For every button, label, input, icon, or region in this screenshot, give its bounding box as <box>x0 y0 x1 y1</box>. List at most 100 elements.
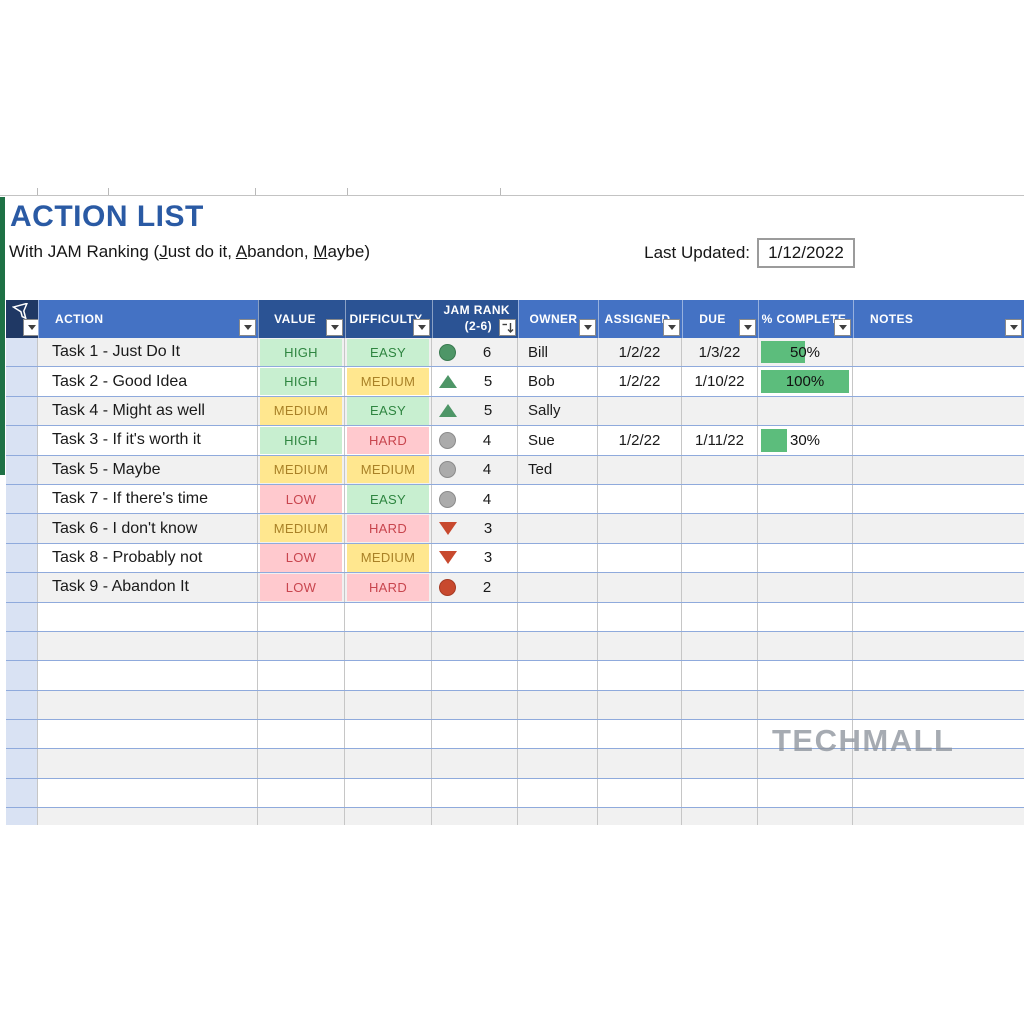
owner-cell[interactable] <box>518 778 598 808</box>
notes-cell[interactable] <box>853 514 1024 542</box>
notes-cell[interactable] <box>853 808 1024 825</box>
row-margin-cell[interactable] <box>6 367 38 396</box>
action-cell[interactable]: Task 7 - If there's time <box>38 484 258 514</box>
pct-complete-cell[interactable] <box>758 749 853 778</box>
due-cell[interactable]: 1/11/22 <box>682 426 758 455</box>
pct-complete-cell[interactable] <box>758 631 853 661</box>
value-cell[interactable]: LOW <box>258 543 345 573</box>
owner-cell[interactable] <box>518 543 598 573</box>
action-cell[interactable]: Task 3 - If it's worth it <box>38 426 258 455</box>
difficulty-cell[interactable] <box>345 661 432 690</box>
notes-cell[interactable] <box>853 397 1024 425</box>
assigned-cell[interactable] <box>598 573 682 602</box>
value-cell[interactable] <box>258 690 345 720</box>
row-margin-cell[interactable] <box>6 602 38 631</box>
action-cell[interactable]: Task 9 - Abandon It <box>38 573 258 602</box>
difficulty-cell[interactable] <box>345 749 432 778</box>
assigned-cell[interactable] <box>598 690 682 720</box>
difficulty-cell[interactable]: MEDIUM <box>345 543 432 573</box>
notes-cell[interactable] <box>853 456 1024 484</box>
action-cell[interactable]: Task 8 - Probably not <box>38 543 258 573</box>
value-cell[interactable]: LOW <box>258 484 345 514</box>
row-margin-cell[interactable] <box>6 514 38 543</box>
pct-complete-cell[interactable] <box>758 455 853 484</box>
action-filter-dropdown-button[interactable] <box>239 319 256 336</box>
pct-complete-cell[interactable] <box>758 778 853 808</box>
difficulty-cell[interactable]: EASY <box>345 338 432 367</box>
jam-rank-cell[interactable] <box>432 690 518 720</box>
difficulty-cell[interactable]: HARD <box>345 514 432 543</box>
notes-cell[interactable] <box>853 367 1024 395</box>
last-updated-input[interactable]: 1/12/2022 <box>757 238 855 268</box>
difficulty-cell[interactable]: EASY <box>345 396 432 426</box>
notes-cell[interactable] <box>853 661 1024 689</box>
notes-cell[interactable] <box>853 573 1024 601</box>
jam-rank-cell[interactable]: 4 <box>432 426 518 455</box>
jam-rank-cell[interactable] <box>432 602 518 631</box>
pct-complete-cell[interactable]: 100% <box>758 367 853 396</box>
assigned-filter-dropdown-button[interactable] <box>663 319 680 336</box>
owner-cell[interactable] <box>518 690 598 720</box>
assigned-cell[interactable]: 1/2/22 <box>598 367 682 396</box>
action-cell[interactable] <box>38 631 258 661</box>
difficulty-cell[interactable] <box>345 778 432 808</box>
action-cell[interactable] <box>38 602 258 631</box>
action-cell[interactable]: Task 4 - Might as well <box>38 396 258 426</box>
row-margin-cell[interactable] <box>6 426 38 455</box>
due-cell[interactable] <box>682 631 758 661</box>
row-margin-cell[interactable] <box>6 484 38 514</box>
action-cell[interactable]: Task 6 - I don't know <box>38 514 258 543</box>
value-cell[interactable]: MEDIUM <box>258 396 345 426</box>
assigned-cell[interactable] <box>598 484 682 514</box>
assigned-cell[interactable] <box>598 631 682 661</box>
assigned-cell[interactable] <box>598 514 682 543</box>
row-margin-cell[interactable] <box>6 720 38 749</box>
owner-cell[interactable] <box>518 631 598 661</box>
value-cell[interactable] <box>258 749 345 778</box>
assigned-cell[interactable] <box>598 749 682 778</box>
due-cell[interactable] <box>682 455 758 484</box>
pct-complete-cell[interactable] <box>758 808 853 825</box>
value-cell[interactable]: HIGH <box>258 338 345 367</box>
notes-cell[interactable] <box>853 779 1024 807</box>
row-margin-cell[interactable] <box>6 338 38 367</box>
owner-filter-dropdown-button[interactable] <box>579 319 596 336</box>
row-margin-cell[interactable] <box>6 778 38 808</box>
due-cell[interactable] <box>682 573 758 602</box>
jam-rank-sort-button[interactable] <box>499 319 516 336</box>
jam-rank-cell[interactable]: 2 <box>432 573 518 602</box>
difficulty-cell[interactable] <box>345 720 432 749</box>
due-cell[interactable] <box>682 749 758 778</box>
jam-rank-cell[interactable] <box>432 661 518 690</box>
owner-cell[interactable] <box>518 602 598 631</box>
assigned-cell[interactable] <box>598 543 682 573</box>
assigned-cell[interactable] <box>598 661 682 690</box>
difficulty-cell[interactable] <box>345 690 432 720</box>
value-cell[interactable] <box>258 720 345 749</box>
row-margin-cell[interactable] <box>6 661 38 690</box>
notes-cell[interactable] <box>853 544 1024 572</box>
owner-cell[interactable] <box>518 808 598 825</box>
action-cell[interactable]: Task 5 - Maybe <box>38 455 258 484</box>
action-cell[interactable] <box>38 749 258 778</box>
header-filter-cell[interactable] <box>6 300 40 338</box>
assigned-cell[interactable] <box>598 808 682 825</box>
pct-complete-cell[interactable] <box>758 514 853 543</box>
row-margin-cell[interactable] <box>6 808 38 825</box>
owner-cell[interactable] <box>518 484 598 514</box>
action-cell[interactable] <box>38 720 258 749</box>
notes-cell[interactable] <box>853 691 1024 719</box>
action-cell[interactable]: Task 2 - Good Idea <box>38 367 258 396</box>
notes-cell[interactable] <box>853 338 1024 366</box>
jam-rank-cell[interactable]: 4 <box>432 455 518 484</box>
value-cell[interactable] <box>258 778 345 808</box>
value-cell[interactable]: HIGH <box>258 426 345 455</box>
pct-complete-cell[interactable] <box>758 543 853 573</box>
value-filter-dropdown-button[interactable] <box>326 319 343 336</box>
owner-cell[interactable] <box>518 573 598 602</box>
jam-rank-cell[interactable]: 3 <box>432 514 518 543</box>
value-cell[interactable]: HIGH <box>258 367 345 396</box>
pct-complete-cell[interactable] <box>758 396 853 426</box>
action-cell[interactable] <box>38 690 258 720</box>
pct-complete-filter-dropdown-button[interactable] <box>834 319 851 336</box>
